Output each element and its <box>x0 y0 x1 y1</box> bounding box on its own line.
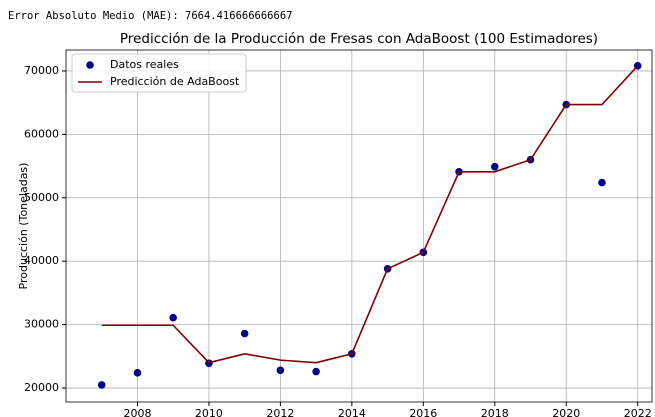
y-tick-label: 70000 <box>24 64 59 77</box>
legend-label: Datos reales <box>110 58 179 71</box>
y-axis-label: Producción (Toneladas) <box>17 163 30 290</box>
data-point <box>598 178 606 187</box>
x-tick-label: 2016 <box>409 407 437 417</box>
data-point <box>276 366 285 375</box>
data-point <box>240 329 249 338</box>
x-tick-label: 2012 <box>266 407 294 417</box>
data-point <box>133 369 142 377</box>
prediction-line <box>101 65 639 364</box>
x-tick-label: 2018 <box>481 407 509 417</box>
y-tick-label: 50000 <box>24 191 59 204</box>
output-text: Error Absoluto Medio (MAE): 7664.4166666… <box>8 10 292 22</box>
y-tick-label: 30000 <box>24 318 59 331</box>
y-tick-label: 60000 <box>24 127 59 140</box>
data-point <box>312 367 320 376</box>
y-tick-label: 40000 <box>24 254 59 267</box>
plot-frame <box>65 49 653 403</box>
x-tick-label: 2008 <box>123 407 151 417</box>
data-point <box>97 381 106 389</box>
data-point <box>169 313 177 322</box>
x-tick-label: 2020 <box>552 407 580 417</box>
data-point <box>490 162 499 171</box>
y-tick-label: 20000 <box>24 381 59 394</box>
legend-box <box>71 53 247 93</box>
x-tick-label: 2010 <box>195 407 223 417</box>
legend-label: Predicción de AdaBoost <box>110 75 240 88</box>
x-tick-label: 2014 <box>338 407 366 417</box>
legend-marker <box>86 61 94 69</box>
chart-title: Predicción de la Producción de Fresas co… <box>120 31 598 47</box>
x-tick-label: 2022 <box>624 407 652 417</box>
